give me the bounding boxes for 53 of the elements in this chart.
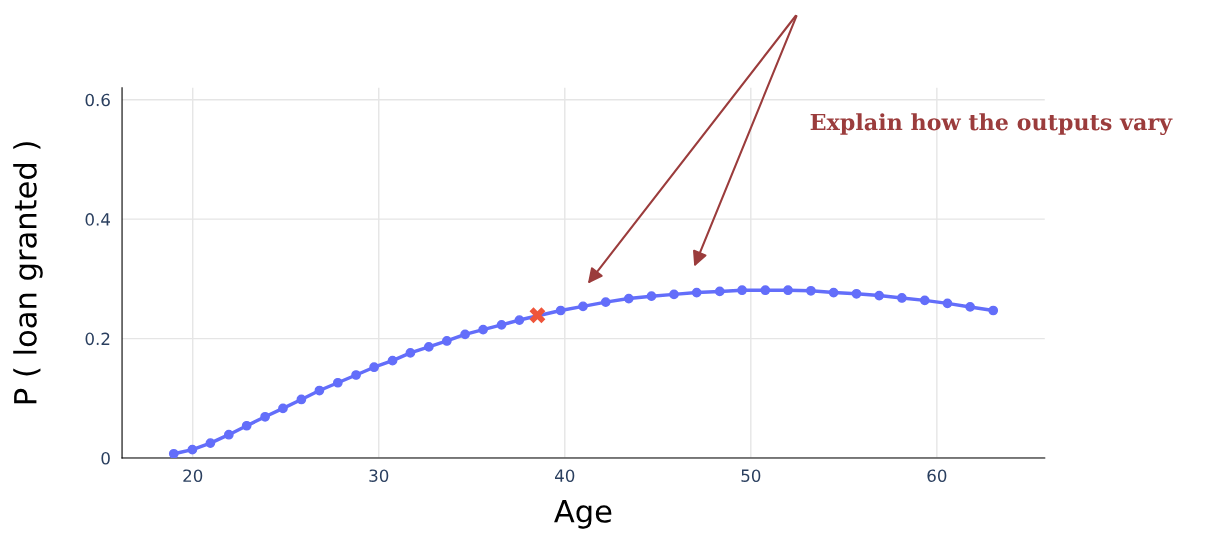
point: [714, 286, 725, 297]
point: [423, 342, 434, 352]
point: [441, 336, 452, 346]
point: [314, 385, 325, 396]
x-tick-label: 60: [927, 469, 947, 482]
point: [369, 362, 379, 373]
point: [260, 411, 270, 422]
point: [828, 287, 839, 298]
point: [405, 348, 416, 358]
y-tick-label: 0.6: [85, 93, 110, 107]
point: [278, 403, 288, 414]
point: [223, 429, 234, 440]
point: [965, 302, 976, 312]
point: [737, 285, 747, 296]
point: [187, 444, 198, 455]
x-tick-label: 50: [741, 469, 761, 482]
point: [241, 420, 252, 431]
x-tick-label: 20: [183, 469, 203, 482]
point: [555, 305, 566, 316]
point: [205, 438, 216, 448]
point: [851, 288, 862, 299]
point: [460, 329, 470, 340]
point: [478, 324, 488, 335]
x-axis-title: Age: [554, 500, 612, 529]
point: [623, 293, 634, 304]
y-axis-title: P ( loan granted ): [13, 142, 43, 404]
point: [988, 305, 999, 316]
point: [783, 285, 793, 296]
point: [351, 370, 361, 380]
point: [669, 289, 679, 300]
point: [496, 319, 507, 330]
point: [387, 355, 398, 366]
point: [806, 285, 816, 296]
point: [578, 301, 588, 312]
x-tick-label: 40: [555, 469, 575, 482]
point: [691, 287, 702, 298]
point: [168, 448, 179, 458]
y-tick-label: 0.4: [85, 213, 110, 226]
x-tick-label: 30: [369, 469, 389, 482]
point: [942, 298, 953, 309]
point: [529, 307, 546, 324]
y-tick-label: 0.2: [85, 332, 110, 346]
point: [760, 285, 771, 296]
point: [332, 377, 343, 388]
point: [646, 291, 657, 302]
point: [514, 315, 525, 325]
point: [919, 295, 930, 306]
point: [874, 290, 885, 301]
y-tick-label: 0: [101, 451, 110, 465]
point: [296, 394, 307, 405]
point: [897, 293, 907, 303]
annotation: Explain how the outputs vary: [810, 113, 1173, 136]
point: [600, 297, 611, 308]
